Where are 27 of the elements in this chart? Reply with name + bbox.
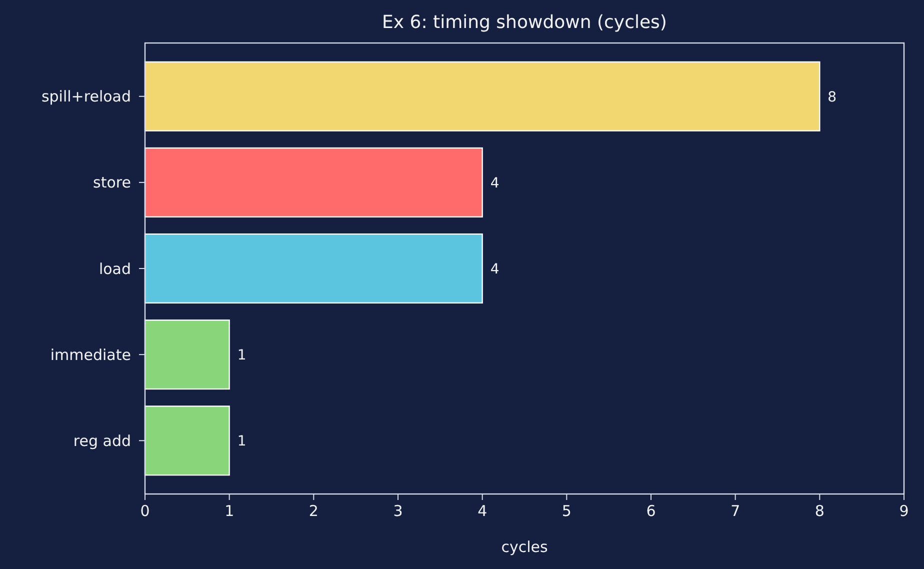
data-label: 4 [490, 175, 500, 192]
chart-title: Ex 6: timing showdown (cycles) [382, 12, 667, 33]
x-tick-label: 2 [308, 502, 318, 520]
y-tick-label: reg add [73, 432, 131, 450]
x-tick-label: 8 [814, 502, 824, 520]
x-tick-label: 5 [562, 502, 572, 520]
bar [144, 61, 820, 132]
x-axis-title: cycles [501, 538, 548, 556]
x-tick-label: 3 [393, 502, 403, 520]
y-tick-label: spill+reload [41, 88, 131, 106]
data-label: 1 [237, 347, 246, 364]
data-label: 1 [237, 434, 246, 450]
y-tick-label: store [93, 174, 131, 192]
bar [144, 320, 230, 390]
bar [144, 233, 483, 304]
data-label: 8 [828, 89, 837, 106]
data-label: 4 [490, 261, 500, 278]
y-tick-label: load [98, 260, 131, 278]
x-tick-label: 9 [899, 502, 909, 520]
x-tick-label: 1 [224, 502, 234, 520]
y-tick-label: immediate [50, 346, 131, 364]
x-tick-label: 6 [646, 502, 656, 520]
x-tick-label: 4 [478, 502, 488, 520]
x-tick-label: 7 [730, 502, 740, 520]
bar [144, 147, 483, 218]
bar [144, 406, 230, 476]
x-tick-label: 0 [140, 502, 150, 520]
